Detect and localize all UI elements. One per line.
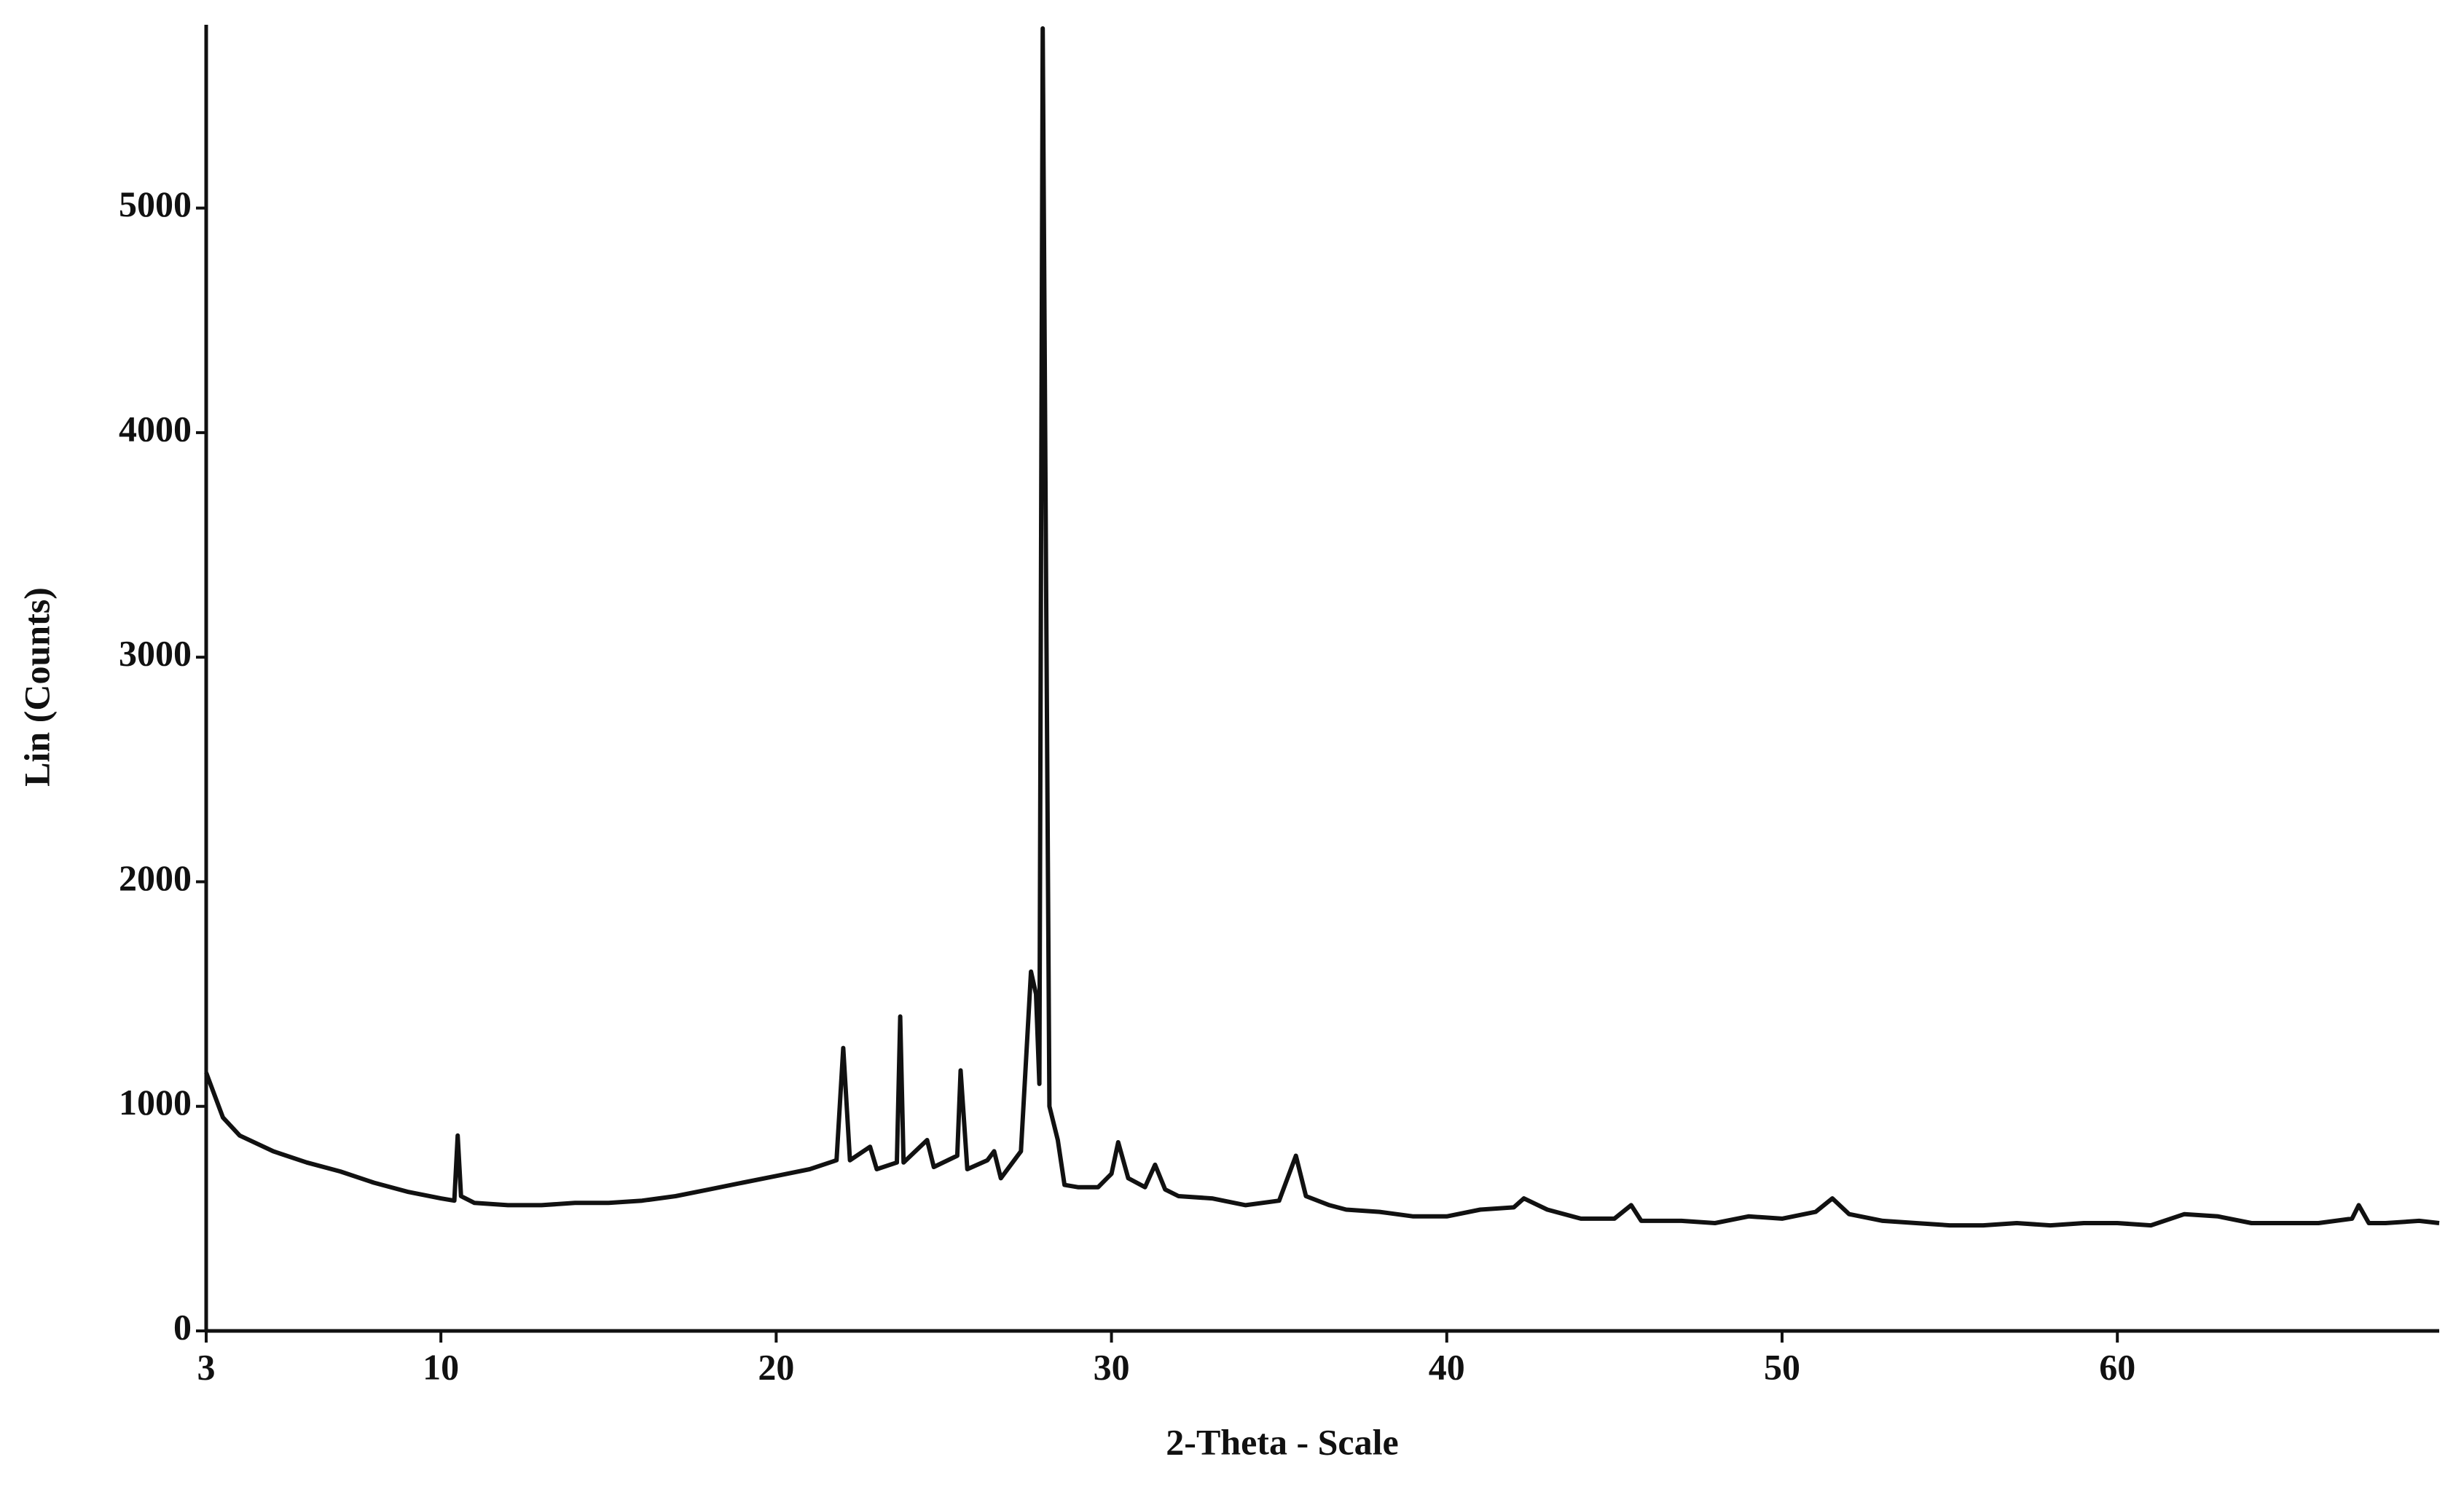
x-tick-label: 3	[197, 1346, 216, 1387]
y-axis-label: Lin (Counts)	[16, 587, 57, 787]
x-tick-label: 50	[1764, 1346, 1800, 1387]
y-tick-label: 0	[173, 1306, 192, 1347]
x-tick-label: 20	[758, 1346, 794, 1387]
x-tick-label: 30	[1094, 1346, 1130, 1387]
x-tick-label: 10	[423, 1346, 459, 1387]
y-tick-label: 2000	[119, 857, 192, 898]
x-axis-label: 2-Theta - Scale	[1166, 1421, 1398, 1462]
x-tick-label: 60	[2099, 1346, 2135, 1387]
y-tick-label: 4000	[119, 408, 192, 449]
y-tick-label: 5000	[119, 184, 192, 224]
data-line	[204, 26, 2440, 1228]
x-tick-label: 40	[1429, 1346, 1465, 1387]
y-tick-label: 1000	[119, 1082, 192, 1123]
y-tick-label: 3000	[119, 633, 192, 674]
